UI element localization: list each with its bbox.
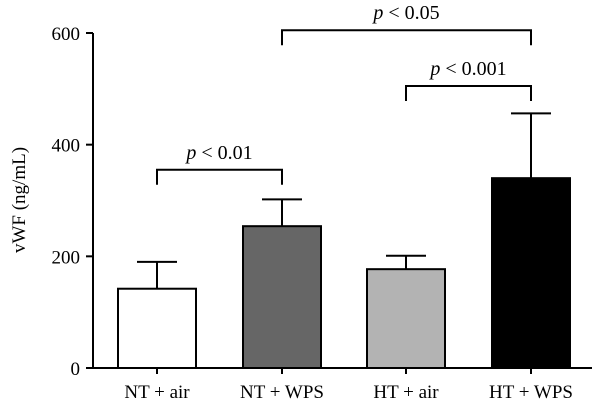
x-tick-label: NT + WPS xyxy=(240,382,324,403)
bar xyxy=(366,268,446,369)
significance-label: p < 0.01 xyxy=(184,142,252,164)
significance-bracket xyxy=(281,29,532,46)
x-tick-label: HT + WPS xyxy=(489,382,573,403)
significance-label: p < 0.05 xyxy=(371,2,439,24)
significance-label: p < 0.001 xyxy=(428,58,506,80)
x-tick-label: HT + air xyxy=(373,382,439,403)
bar xyxy=(491,177,571,369)
bar xyxy=(242,225,322,369)
bar xyxy=(117,287,197,370)
y-tick-label: 200 xyxy=(52,247,81,268)
y-tick-label: 600 xyxy=(52,24,81,45)
y-tick-label: 400 xyxy=(52,136,81,157)
significance-bracket xyxy=(405,85,532,102)
y-axis-label: vWF (ng/mL) xyxy=(9,147,30,253)
y-tick-label: 0 xyxy=(71,359,81,380)
plot-area: 0 200 400 600 NT + air NT + WPS HT + air HT + W… xyxy=(52,2,592,403)
x-tick-label: NT + air xyxy=(124,382,190,403)
significance-bracket xyxy=(156,168,283,185)
